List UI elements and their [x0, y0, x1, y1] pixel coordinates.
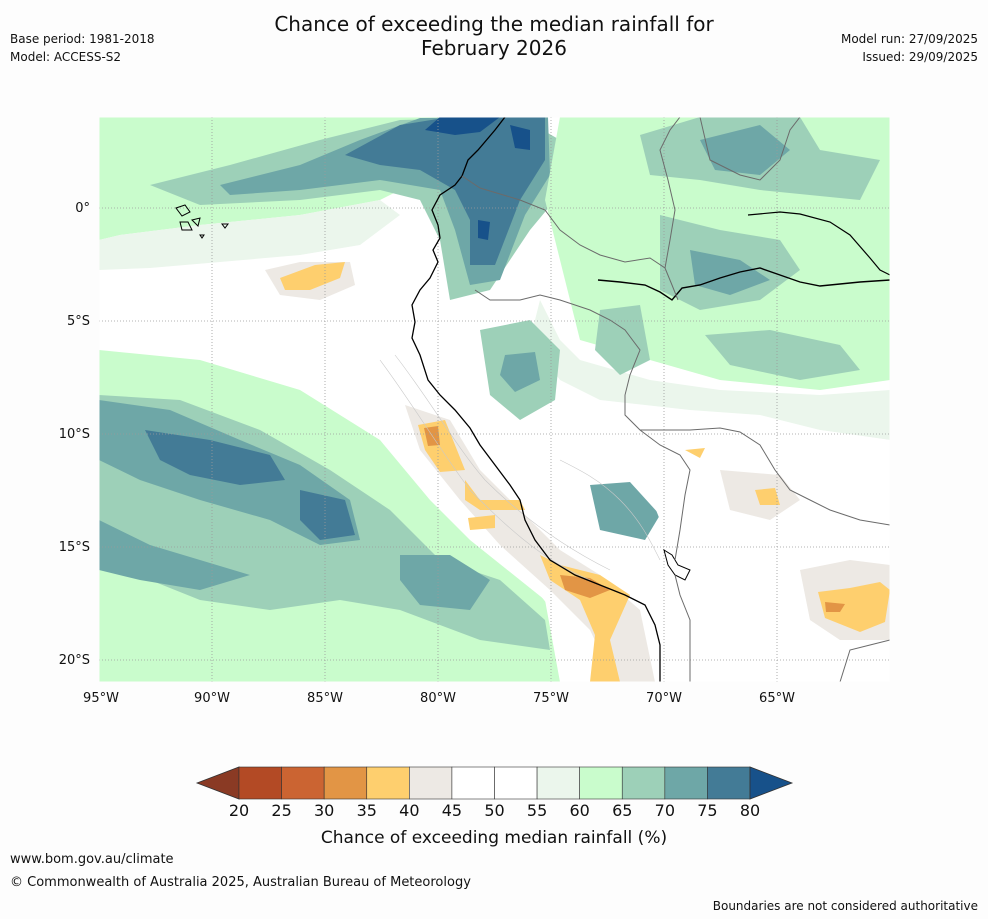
colorbar-tick-label: 30 — [314, 801, 334, 820]
colorbar-swatch — [281, 766, 325, 800]
contour-line — [559, 459, 661, 561]
axis-labels: 95°W 90°W 85°W 80°W 75°W 70°W 65°W 0° 5°… — [59, 201, 795, 706]
region-35-40-coast-mid — [465, 480, 525, 510]
website-link[interactable]: www.bom.gov.au/climate — [10, 852, 174, 867]
colorbar-swatch — [238, 766, 282, 800]
lon-tick-80w: 80°W — [420, 691, 456, 706]
meta-right: Model run: 27/09/2025 Issued: 29/09/2025 — [841, 30, 978, 66]
region-55-60-north-fringe — [99, 200, 400, 270]
model-name: Model: ACCESS-S2 — [10, 50, 122, 64]
region-70-75-amazon — [700, 125, 790, 175]
region-35-40-coast-south — [540, 555, 630, 682]
region-70-75-pacific-c — [400, 555, 490, 610]
colorbar-swatches — [238, 766, 751, 800]
contour-line — [394, 354, 611, 571]
contour-line — [379, 359, 591, 581]
issued-date: Issued: 29/09/2025 — [862, 50, 978, 64]
region-55-60-central — [530, 300, 890, 440]
contour-lines — [379, 354, 661, 581]
region-35-40-bolivia — [755, 488, 780, 505]
region-70-75-highland — [590, 482, 660, 540]
colorbar-over-arrow — [749, 766, 794, 800]
lon-tick-90w: 90°W — [194, 691, 230, 706]
colorbar-tick-label: 50 — [484, 801, 504, 820]
colorbar-swatch — [536, 766, 580, 800]
colorbar-swatch — [323, 766, 368, 800]
colorbar-tick-label: 55 — [527, 801, 547, 820]
region-80plus-north — [425, 117, 500, 135]
region-35-40-southeast — [818, 582, 890, 632]
region-75-80-north — [345, 117, 545, 265]
galapagos-islands — [175, 204, 229, 239]
colorbar-title: Chance of exceeding median rainfall (%) — [321, 828, 667, 848]
coastline — [411, 117, 661, 682]
colorbar-swatch — [409, 766, 453, 800]
colorbar-tick-label: 70 — [655, 801, 675, 820]
lon-tick-95w: 95°W — [83, 691, 119, 706]
title-line2: February 2026 — [421, 36, 567, 60]
map-frame — [98, 116, 891, 683]
lake-titicaca — [663, 548, 691, 581]
colorbar-swatch — [707, 766, 751, 800]
lon-tick-85w: 85°W — [307, 691, 343, 706]
region-30-35-southeast — [825, 602, 845, 612]
lat-tick-10s: 10°S — [59, 427, 90, 442]
lon-tick-70w: 70°W — [646, 691, 682, 706]
colorbar-swatch — [366, 766, 410, 800]
region-35-40-offshore — [280, 262, 345, 290]
colorbar: 20 25 30 35 40 45 50 55 60 65 70 75 80 Chance of exc… — [195, 766, 794, 848]
colorbar-swatch — [579, 766, 623, 800]
lat-tick-20s: 20°S — [59, 653, 90, 668]
meta-left: Base period: 1981-2018 Model: ACCESS-S2 — [10, 30, 155, 66]
colorbar-labels: 20 25 30 35 40 45 50 55 60 65 70 75 80 — [229, 801, 760, 820]
boundaries-disclaimer: Boundaries are not considered authoritat… — [712, 899, 978, 913]
lat-tick-5s: 5°S — [67, 314, 90, 329]
lon-tick-65w: 65°W — [759, 691, 795, 706]
region-35-40-coast-mid-b — [468, 515, 495, 530]
colorbar-tick-label: 20 — [229, 801, 249, 820]
river-north — [747, 211, 890, 276]
base-period: Base period: 1981-2018 — [10, 32, 155, 46]
region-75-80-pacific — [145, 430, 285, 485]
colorbar-swatch — [494, 766, 538, 800]
lat-tick-15s: 15°S — [59, 540, 90, 555]
colorbar-tick-label: 80 — [740, 801, 760, 820]
colorbar-tick-label: 65 — [612, 801, 632, 820]
title-line1: Chance of exceeding the median rainfall … — [274, 12, 714, 36]
colorbar-tick-label: 75 — [697, 801, 717, 820]
region-35-40-border — [685, 448, 705, 458]
graticule — [99, 117, 890, 682]
colorbar-tick-label: 60 — [569, 801, 589, 820]
colorbar-tick-label: 45 — [442, 801, 462, 820]
colorbar-swatch — [451, 766, 495, 800]
colorbar-under-arrow — [195, 766, 240, 800]
region-65-70-peru-b — [595, 305, 650, 375]
region-80plus-ecuador — [478, 220, 490, 240]
colorbar-tick-label: 35 — [357, 801, 377, 820]
copyright-text: © Commonwealth of Australia 2025, Austra… — [10, 875, 471, 890]
colorbar-tick-label: 40 — [399, 801, 419, 820]
region-65-70-amazon-south — [705, 330, 860, 380]
colorbar-swatch — [621, 766, 666, 800]
region-70-75-pacific-south — [99, 520, 250, 590]
amazon-river — [597, 267, 890, 301]
region-80plus-north-b — [510, 125, 530, 150]
colorbar-swatch — [664, 766, 708, 800]
region-75-80-pacific-b — [300, 490, 355, 540]
rainfall-field — [99, 117, 890, 682]
region-70-75-amazon-b — [690, 250, 770, 295]
map-title: Chance of exceeding the median rainfall … — [0, 12, 988, 60]
lon-tick-75w: 75°W — [533, 691, 569, 706]
lat-tick-0: 0° — [75, 201, 90, 216]
colorbar-tick-label: 25 — [271, 801, 291, 820]
national-borders — [461, 117, 890, 682]
model-run: Model run: 27/09/2025 — [840, 32, 978, 46]
region-30-35-coast-south — [560, 575, 610, 598]
region-70-75-peru — [500, 352, 540, 392]
